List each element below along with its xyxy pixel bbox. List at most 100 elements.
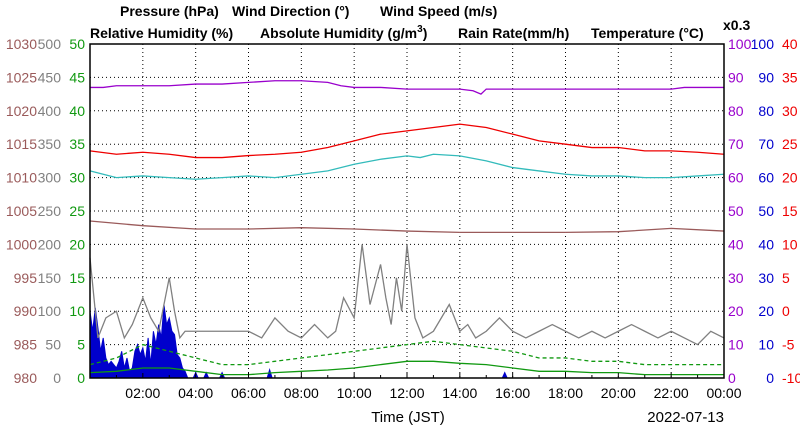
x-tick-label: 08:00 — [284, 385, 319, 401]
x-tick-label: 04:00 — [178, 385, 213, 401]
y-tick-humidity: 40 — [728, 236, 744, 252]
y-tick-wind-speed: 0 — [77, 370, 85, 386]
rain-rate-series — [89, 304, 508, 379]
y-tick-humidity: 70 — [728, 136, 744, 152]
y-tick-rain: 20 — [758, 303, 774, 319]
legend-wind-speed: Wind Speed (m/s) — [380, 3, 497, 19]
x-tick-label: 12:00 — [389, 385, 424, 401]
y-axes: 1030102510201015101010051000995990985980… — [6, 36, 800, 386]
series-wind-speed-avg — [89, 360, 724, 376]
y-tick-pressure: 1030 — [6, 36, 37, 52]
y-tick-humidity: 0 — [728, 370, 736, 386]
y-tick-rain: 70 — [758, 136, 774, 152]
y-tick-humidity: 30 — [728, 270, 744, 286]
y-tick-wind-direction: 50 — [45, 337, 61, 353]
y-tick-temperature: 10 — [782, 236, 798, 252]
y-tick-temperature: 15 — [782, 203, 798, 219]
y-tick-rain: 90 — [758, 69, 774, 85]
y-tick-rain: 100 — [751, 36, 775, 52]
y-tick-wind-speed: 45 — [69, 69, 85, 85]
y-tick-rain: 40 — [758, 236, 774, 252]
series-humidity-rel — [90, 80, 724, 95]
y-tick-pressure: 1015 — [6, 136, 37, 152]
grid-lines — [90, 44, 724, 378]
line-series — [89, 80, 725, 376]
y-tick-pressure: 995 — [14, 270, 38, 286]
y-tick-pressure: 985 — [14, 337, 38, 353]
y-tick-wind-speed: 20 — [69, 236, 85, 252]
x-axis-label: Time (JST) — [371, 409, 445, 426]
series-wind-direction — [89, 244, 725, 346]
y-tick-humidity: 50 — [728, 203, 744, 219]
x-tick-label: 20:00 — [601, 385, 636, 401]
x-tick-label: 10:00 — [337, 385, 372, 401]
y-tick-wind-direction: 0 — [53, 370, 61, 386]
y-tick-humidity: 90 — [728, 69, 744, 85]
y-tick-wind-speed: 10 — [69, 303, 85, 319]
y-tick-wind-direction: 100 — [38, 303, 62, 319]
y-tick-wind-direction: 300 — [38, 170, 62, 186]
y-tick-pressure: 1010 — [6, 170, 37, 186]
y-tick-temperature: 30 — [782, 103, 798, 119]
rain-area — [89, 304, 189, 379]
y-tick-rain: 50 — [758, 203, 774, 219]
y-tick-temperature: -5 — [782, 337, 795, 353]
scale-note: x0.3 — [723, 17, 750, 33]
y-tick-wind-speed: 30 — [69, 170, 85, 186]
y-tick-humidity: 60 — [728, 170, 744, 186]
x-tick-label: 16:00 — [495, 385, 530, 401]
series-wind-speed-max — [89, 340, 724, 366]
series-humidity-abs — [89, 153, 725, 180]
y-tick-temperature: 35 — [782, 69, 798, 85]
y-tick-pressure: 990 — [14, 303, 38, 319]
x-tick-label: 02:00 — [125, 385, 160, 401]
y-tick-wind-direction: 450 — [38, 69, 62, 85]
legend-absolute-humidity: Absolute Humidity (g/m3) — [260, 24, 427, 41]
y-tick-pressure: 1025 — [6, 69, 37, 85]
y-tick-rain: 10 — [758, 337, 774, 353]
legend-temperature: Temperature (°C) — [591, 25, 704, 41]
x-tick-label: 00:00 — [706, 385, 741, 401]
legend-pressure: Pressure (hPa) — [120, 3, 219, 19]
legend-wind-direction: Wind Direction (°) — [232, 3, 349, 19]
x-tick-label: 22:00 — [654, 385, 689, 401]
y-tick-temperature: 40 — [782, 36, 798, 52]
series-pressure — [89, 220, 725, 234]
y-tick-wind-direction: 500 — [38, 36, 62, 52]
y-tick-temperature: -10 — [782, 370, 800, 386]
series-temperature — [89, 123, 725, 159]
date-label: 2022-07-13 — [647, 409, 724, 426]
legend-relative-humidity: Relative Humidity (%) — [90, 25, 233, 41]
x-tick-label: 14:00 — [442, 385, 477, 401]
x-tick-label: 18:00 — [548, 385, 583, 401]
y-tick-wind-direction: 250 — [38, 203, 62, 219]
rain-spike — [203, 371, 210, 378]
y-tick-wind-direction: 150 — [38, 270, 62, 286]
y-tick-humidity: 20 — [728, 303, 744, 319]
y-tick-humidity: 80 — [728, 103, 744, 119]
legend-rain-rate: Rain Rate(mm/h) — [458, 25, 569, 41]
y-tick-wind-speed: 35 — [69, 136, 85, 152]
y-tick-pressure: 980 — [14, 370, 38, 386]
y-tick-wind-speed: 25 — [69, 203, 85, 219]
y-tick-humidity: 100 — [728, 36, 752, 52]
y-tick-temperature: 5 — [782, 270, 790, 286]
y-tick-wind-speed: 15 — [69, 270, 85, 286]
rain-spike — [501, 371, 508, 378]
y-tick-rain: 60 — [758, 170, 774, 186]
y-tick-wind-speed: 5 — [77, 337, 85, 353]
x-tick-label: 06:00 — [231, 385, 266, 401]
x-axis-ticks: 02:00 04:00 06:00 08:00 10:00 12:00 14:00 16:00… — [115, 373, 742, 401]
y-tick-temperature: 20 — [782, 170, 798, 186]
y-tick-temperature: 25 — [782, 136, 798, 152]
y-tick-rain: 0 — [766, 370, 774, 386]
y-tick-wind-speed: 50 — [69, 36, 85, 52]
y-tick-pressure: 1000 — [6, 236, 37, 252]
y-tick-temperature: 0 — [782, 303, 790, 319]
y-tick-pressure: 1005 — [6, 203, 37, 219]
y-tick-wind-speed: 40 — [69, 103, 85, 119]
y-tick-wind-direction: 350 — [38, 136, 62, 152]
y-tick-pressure: 1020 — [6, 103, 37, 119]
y-tick-wind-direction: 200 — [38, 236, 62, 252]
